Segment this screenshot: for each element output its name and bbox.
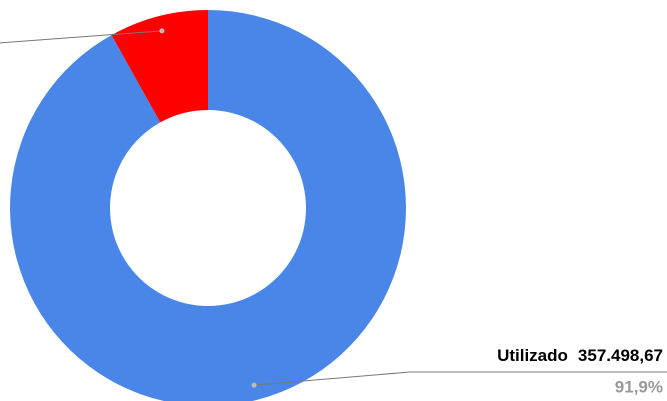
slice-label: Utilizado 357.498,67 xyxy=(497,346,663,365)
slice-percent: 91,9% xyxy=(615,377,663,396)
slice-name: Utilizado xyxy=(497,346,568,365)
donut-segment xyxy=(111,10,208,123)
slice-amount: 357.498,67 xyxy=(578,346,663,365)
leader-line xyxy=(254,371,667,386)
leader-dot xyxy=(159,28,165,34)
donut-segment xyxy=(9,10,406,401)
leader-dot xyxy=(251,382,257,388)
leader-line xyxy=(0,30,162,44)
